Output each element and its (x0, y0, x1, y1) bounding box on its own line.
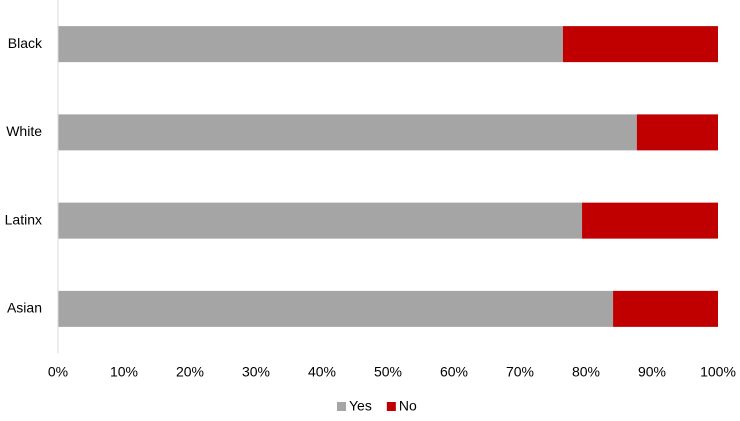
bar-segment (58, 114, 637, 151)
x-tick-label: 100% (700, 364, 736, 380)
legend-swatch (337, 402, 346, 411)
x-tick-label: 30% (242, 364, 270, 380)
x-tick-label: 50% (374, 364, 402, 380)
y-tick-label: Latinx (5, 211, 42, 227)
bar-segment (562, 26, 718, 63)
y-tick-label: Black (8, 35, 43, 51)
x-tick-label: 20% (176, 364, 204, 380)
x-tick-label: 0% (48, 364, 68, 380)
x-tick-label: 70% (506, 364, 534, 380)
bar-segment (58, 202, 583, 239)
legend-label: No (399, 398, 417, 414)
x-tick-label: 60% (440, 364, 468, 380)
bar-segment (582, 202, 718, 239)
x-tick-label: 80% (572, 364, 600, 380)
legend-label: Yes (349, 398, 372, 414)
legend-swatch (386, 402, 396, 411)
bar-segment (58, 26, 563, 63)
bar-segment (636, 114, 718, 151)
x-tick-label: 90% (638, 364, 666, 380)
y-tick-label: White (6, 123, 42, 139)
x-tick-label: 10% (110, 364, 138, 380)
x-tick-label: 40% (308, 364, 336, 380)
bar-segment (613, 290, 718, 327)
y-tick-label: Asian (7, 300, 42, 316)
bar-segment (58, 290, 614, 327)
